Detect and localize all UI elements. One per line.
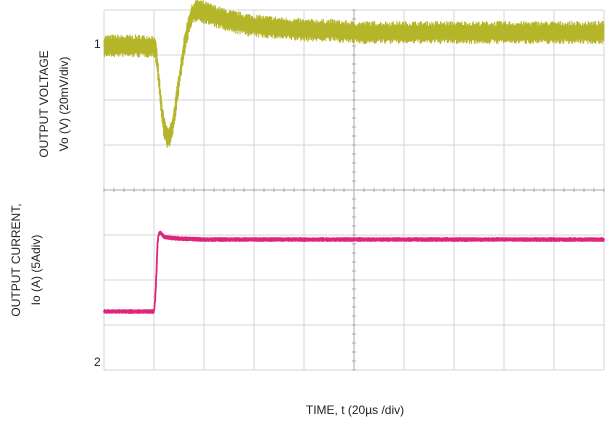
y-axis-label-voltage-units: Vo (V) (20mV/div) [57,57,71,152]
x-axis-label: TIME, t (20µs /div) [306,403,404,417]
output-voltage-trace [103,0,605,149]
output-current-trace [103,230,605,314]
scope-traces [103,0,605,314]
scope-grid [103,9,605,371]
channel-1-marker: 1 [94,37,101,51]
y-axis-label-voltage-title: OUTPUT VOLTAGE [37,50,51,157]
channel-2-marker: 2 [94,355,101,369]
y-axis-label-current-units: Io (A) (5Adiv) [29,235,43,306]
y-axis-label-current-title: OUTPUT CURRENT, [9,203,23,316]
